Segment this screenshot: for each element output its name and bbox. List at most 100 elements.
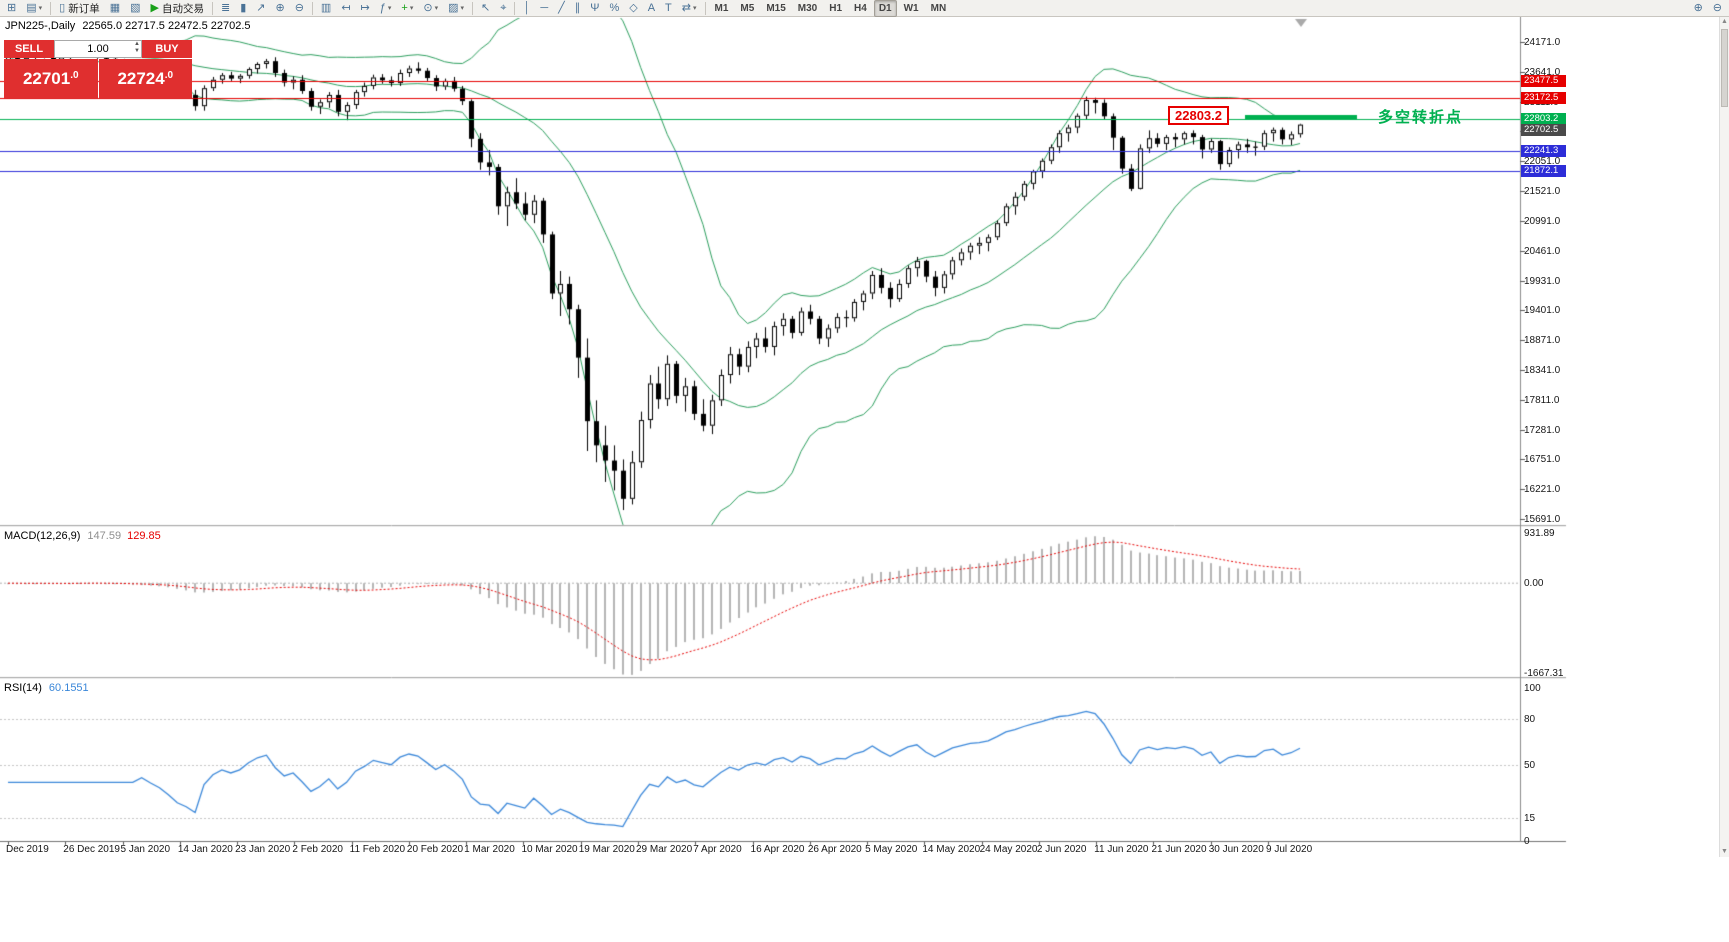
scroll-thumb[interactable] xyxy=(1721,29,1728,107)
autotrading-icon: ▶ xyxy=(150,1,159,14)
label-tool-button[interactable]: T xyxy=(661,0,676,17)
price-axis-label: 19401.0 xyxy=(1524,305,1561,317)
scroll-up-arrow-icon[interactable]: ▲ xyxy=(1721,18,1728,25)
macd-axis-label: 0.00 xyxy=(1524,578,1544,590)
zoom-in-right-button[interactable]: ⊕ xyxy=(1690,0,1707,17)
date-label: 11 Jun 2020 xyxy=(1094,844,1149,855)
add-indicator-button[interactable]: + ▾ xyxy=(397,0,417,17)
cursor-button[interactable]: ↖ xyxy=(477,0,494,17)
templates-icon: ▨ xyxy=(448,1,459,14)
timeframe-W1[interactable]: W1 xyxy=(899,0,924,17)
text-tool-button[interactable]: A xyxy=(644,0,659,17)
zoom-in-button[interactable]: ⊕ xyxy=(271,0,288,17)
chart-profiles-button[interactable]: ▤ ▾ xyxy=(22,0,46,17)
bars-mode-button[interactable]: ≣ xyxy=(217,0,234,17)
toolbar-label: 新订单 xyxy=(68,2,100,15)
shapes-tool-button[interactable]: ◇ xyxy=(625,0,641,17)
shapes-tool-icon: ◇ xyxy=(629,1,638,14)
zoom-out-right-button[interactable]: ⊖ xyxy=(1709,0,1726,17)
crosshair-icon: ⌖ xyxy=(500,1,507,14)
autotrading-button[interactable]: ▶ 自动交易 xyxy=(147,0,208,17)
turning-point-annotation[interactable]: 多空转折点 xyxy=(1378,109,1464,126)
price-badge: 23477.5 xyxy=(1521,75,1566,87)
date-label: 29 Mar 2020 xyxy=(636,844,693,855)
price-flag[interactable]: 22803.2 xyxy=(1168,106,1229,125)
macd-main-value: 147.59 xyxy=(87,530,122,542)
sell-button[interactable]: SELL xyxy=(4,40,54,58)
date-label: 30 Jun 2020 xyxy=(1208,844,1264,855)
periods-icon: ⊙ xyxy=(423,1,433,14)
timeframe-M5[interactable]: M5 xyxy=(735,0,759,17)
line-mode-button[interactable]: ↗ xyxy=(252,0,269,17)
timeframe-M30[interactable]: M30 xyxy=(793,0,822,17)
toolbar-label: D1 xyxy=(878,2,892,14)
indicators-button[interactable]: ƒ ▾ xyxy=(376,0,396,17)
templates-button[interactable]: ▨ ▾ xyxy=(444,0,468,17)
auto-scroll-button[interactable]: ↤ xyxy=(337,0,354,17)
buy-price[interactable]: 22724.0 xyxy=(98,59,192,99)
channel-tool-button[interactable]: ∥ xyxy=(571,0,585,17)
volume-spinner[interactable]: ▲ ▼ xyxy=(134,41,140,55)
spinner-up-icon[interactable]: ▲ xyxy=(134,41,140,47)
arrows-tool-button[interactable]: ⇄ ▾ xyxy=(678,0,701,17)
horizontal-line-tool-button[interactable]: ─ xyxy=(536,0,552,17)
arrows-tool-icon: ⇄ xyxy=(681,1,691,14)
date-label: 26 Dec 2019 xyxy=(63,844,120,855)
sell-price[interactable]: 22701.0 xyxy=(4,59,98,99)
rsi-axis-label: 80 xyxy=(1524,713,1536,725)
spinner-down-icon[interactable]: ▼ xyxy=(134,48,140,54)
candles-mode-button[interactable]: ▮ xyxy=(236,0,250,17)
buy-button[interactable]: BUY xyxy=(142,40,192,58)
timeframe-M1[interactable]: M1 xyxy=(710,0,734,17)
price-axis-label: 16751.0 xyxy=(1524,454,1561,466)
price-badge: 22702.5 xyxy=(1521,123,1566,136)
periods-button[interactable]: ⊙ ▾ xyxy=(419,0,442,17)
timeframe-H4[interactable]: H4 xyxy=(849,0,872,17)
data-window-button[interactable]: ▧ xyxy=(126,0,144,17)
channel-tool-icon: ∥ xyxy=(574,1,581,14)
date-label: 2 Jun 2020 xyxy=(1036,844,1087,855)
toolbar-separator xyxy=(311,1,313,15)
new-order-button[interactable]: ▯ 新订单 xyxy=(55,0,104,17)
timeframe-H1[interactable]: H1 xyxy=(824,0,847,17)
trendline-tool-button[interactable]: ╱ xyxy=(554,0,569,17)
toolbar-separator xyxy=(50,1,52,15)
scroll-down-arrow-icon[interactable]: ▼ xyxy=(1721,848,1728,855)
price-axis-label: 16221.0 xyxy=(1524,484,1561,496)
charts-grid-button[interactable]: ▦ xyxy=(106,0,124,17)
crosshair-button[interactable]: ⌖ xyxy=(496,0,510,17)
tile-windows-button[interactable]: ▥ xyxy=(317,0,335,17)
toolbar-label: H1 xyxy=(829,2,843,14)
timeframe-MN[interactable]: MN xyxy=(926,0,952,17)
price-axis-label: 24171.0 xyxy=(1524,37,1561,48)
pitchfork-tool-button[interactable]: Ψ xyxy=(586,0,603,17)
timeframe-M15[interactable]: M15 xyxy=(761,0,790,17)
charts-grid-icon: ▦ xyxy=(109,1,121,14)
toolbar-label: M30 xyxy=(797,2,818,14)
vertical-line-tool-button[interactable]: │ xyxy=(519,0,534,17)
trendline-tool-icon: ╱ xyxy=(558,1,565,14)
price-axis-label: 17281.0 xyxy=(1524,424,1561,436)
chart-shift-button[interactable]: ↦ xyxy=(357,0,374,17)
symbol-period-title: JPN225-,Daily xyxy=(5,20,76,32)
timeframe-D1[interactable]: D1 xyxy=(873,0,897,17)
vertical-scrollbar[interactable]: ▲ ▼ xyxy=(1719,17,1729,857)
caret-down-icon: ▾ xyxy=(460,5,465,12)
toolbar-separator xyxy=(704,1,706,15)
macd-axis-label: -1667.31 xyxy=(1524,668,1564,679)
fibonacci-tool-button[interactable]: % xyxy=(605,0,623,17)
date-label: 24 May 2020 xyxy=(979,844,1038,855)
toolbar-label: W1 xyxy=(903,2,919,14)
volume-input[interactable]: 1.00 ▲ ▼ xyxy=(54,40,142,58)
new-chart-button[interactable]: ⊞ xyxy=(3,0,20,17)
one-click-trading-panel: SELL 1.00 ▲ ▼ BUY 22701.0 22724.0 xyxy=(4,40,192,99)
rsi-axis-label: 0 xyxy=(1524,836,1530,847)
zoom-out-button[interactable]: ⊖ xyxy=(291,0,308,17)
zoom-out-right-icon: ⊖ xyxy=(1712,1,1722,14)
macd-signal-value: 129.85 xyxy=(127,530,161,542)
price-badge: 22803.2 xyxy=(1521,112,1566,125)
sell-price-main: 22701 xyxy=(22,69,71,88)
toolbar-label: M15 xyxy=(766,2,786,14)
date-label: 26 Apr 2020 xyxy=(807,844,862,855)
